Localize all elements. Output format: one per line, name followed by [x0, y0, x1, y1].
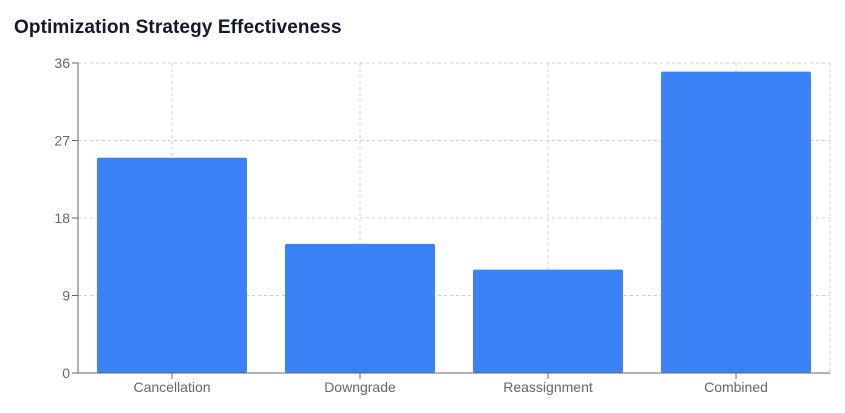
x-tick-label: Reassignment	[503, 379, 593, 395]
y-tick-label: 18	[54, 210, 70, 226]
bar-cancellation	[97, 157, 247, 373]
bar-downgrade	[285, 243, 435, 373]
y-tick-label: 0	[62, 365, 70, 381]
y-tick-label: 36	[54, 55, 70, 71]
x-tick-label: Downgrade	[324, 379, 396, 395]
bar-combined	[661, 71, 811, 373]
chart-title: Optimization Strategy Effectiveness	[14, 17, 342, 38]
x-tick-label: Combined	[704, 379, 768, 395]
tick-labels: 0 9 18 27 36 Cancellation Downgrade Reassignmen…	[54, 55, 767, 395]
y-tick-label: 27	[54, 133, 70, 149]
axes	[72, 62, 830, 379]
bars	[97, 71, 811, 373]
y-tick-label: 9	[62, 288, 70, 304]
x-tick-label: Cancellation	[133, 379, 210, 395]
bar-reassignment	[473, 269, 623, 373]
